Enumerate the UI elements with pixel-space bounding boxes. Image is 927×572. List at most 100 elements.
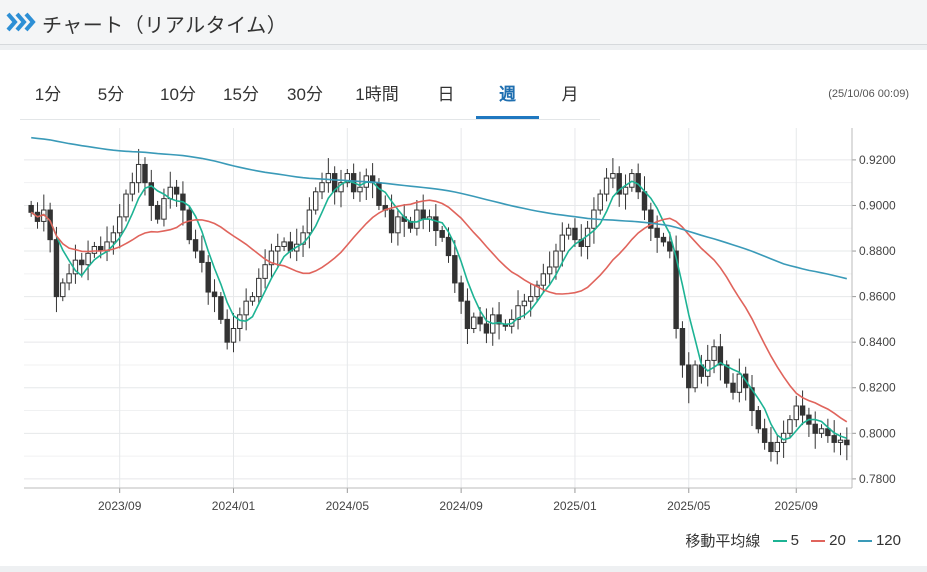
legend-item-ma5: 5	[790, 532, 799, 549]
candle-up	[256, 277, 262, 298]
candle-up	[306, 209, 313, 234]
tab-day[interactable]: 日	[437, 85, 455, 104]
y-tick-label: 0.8200	[859, 381, 896, 395]
candle-up	[319, 182, 325, 193]
legend-swatch-ma120	[857, 539, 872, 542]
candle-up	[553, 250, 559, 268]
candle-up	[249, 296, 256, 302]
candle-down	[730, 382, 736, 393]
candle-down	[755, 410, 762, 430]
candle-down	[192, 239, 199, 252]
candle-down	[572, 227, 578, 241]
candle-up	[325, 173, 332, 184]
x-tick-label: 2023/09	[98, 499, 142, 513]
candle-down	[616, 173, 622, 195]
candle-up	[527, 296, 534, 302]
tab-1hour[interactable]: 1時間	[355, 85, 399, 104]
candle-up	[85, 252, 91, 266]
candle-up	[603, 177, 610, 195]
candle-down	[483, 323, 490, 334]
candle-down	[186, 209, 192, 241]
candle-up	[818, 428, 825, 434]
candle-down	[641, 191, 648, 211]
candle-up	[837, 439, 844, 443]
candle-up	[774, 441, 780, 453]
candle-down	[799, 405, 806, 416]
candle-down	[154, 204, 161, 220]
candle-down	[199, 250, 205, 263]
candle-up	[692, 364, 698, 389]
x-tick-label: 2024/01	[212, 499, 256, 513]
tab-30min[interactable]: 30分	[287, 85, 323, 104]
tab-week[interactable]: 週	[476, 82, 539, 120]
x-tick-label: 2025/09	[775, 499, 819, 513]
candle-down	[148, 182, 155, 206]
candle-up	[275, 245, 281, 252]
page-title: チャート（リアルタイム）	[42, 15, 288, 37]
candle-down	[79, 259, 85, 266]
candle-down	[723, 364, 730, 384]
candle-down	[717, 346, 724, 366]
legend-item-ma120: 120	[875, 532, 901, 549]
candle-up	[262, 264, 268, 279]
candle-down	[142, 163, 148, 184]
candle-down	[660, 236, 667, 243]
candle-down	[749, 387, 755, 412]
legend-swatch-ma5	[772, 539, 787, 542]
tab-15min[interactable]: 15分	[223, 85, 259, 104]
candle-down	[679, 328, 686, 366]
candle-up	[597, 193, 603, 211]
candle-down	[211, 291, 218, 298]
candle-down	[173, 186, 180, 195]
page-header: チャート（リアルタイム）	[0, 0, 927, 45]
candle-up	[110, 232, 117, 243]
candle-down	[761, 428, 768, 443]
candle-down	[218, 296, 224, 320]
candle-up	[161, 198, 167, 220]
x-tick-label: 2024/05	[326, 499, 370, 513]
tab-5min[interactable]: 5分	[97, 85, 125, 104]
candle-up	[91, 245, 98, 254]
candle-up	[395, 216, 401, 234]
candle-up	[610, 173, 616, 179]
candle-down	[812, 423, 818, 434]
candle-up	[129, 182, 136, 195]
tabs-divider	[20, 119, 600, 120]
candle-up	[281, 241, 287, 247]
y-tick-label: 0.8000	[859, 426, 896, 440]
candle-up	[521, 300, 528, 307]
candle-up	[540, 273, 547, 286]
candle-down	[439, 230, 445, 238]
candle-up	[230, 328, 237, 343]
y-tick-label: 0.9000	[859, 198, 896, 212]
candle-down	[825, 428, 831, 437]
tab-month[interactable]: 月	[561, 85, 579, 104]
candle-up	[546, 266, 553, 275]
legend-item-ma20: 20	[829, 532, 846, 549]
y-tick-label: 0.8400	[859, 335, 896, 349]
candle-down	[224, 318, 230, 343]
candle-up	[123, 193, 129, 218]
tab-1min[interactable]: 1分	[34, 85, 62, 104]
candle-down	[654, 227, 660, 238]
y-tick-label: 0.9200	[859, 153, 896, 167]
candle-up	[736, 373, 743, 393]
candle-down	[28, 204, 34, 213]
candle-down	[53, 239, 60, 298]
candle-down	[452, 255, 458, 284]
tab-10min[interactable]: 10分	[160, 85, 196, 104]
candle-down	[433, 216, 439, 232]
candle-up	[60, 282, 66, 298]
x-tick-label: 2024/09	[439, 499, 483, 513]
candle-up	[622, 186, 629, 195]
candle-up	[66, 273, 72, 284]
candle-down	[768, 441, 774, 453]
candle-down	[445, 236, 452, 257]
x-tick-label: 2025/01	[553, 499, 597, 513]
candle-down	[844, 439, 850, 446]
y-tick-label: 0.7800	[859, 472, 896, 486]
candle-up	[414, 209, 420, 229]
candle-up	[135, 163, 142, 184]
candle-up	[711, 346, 717, 361]
